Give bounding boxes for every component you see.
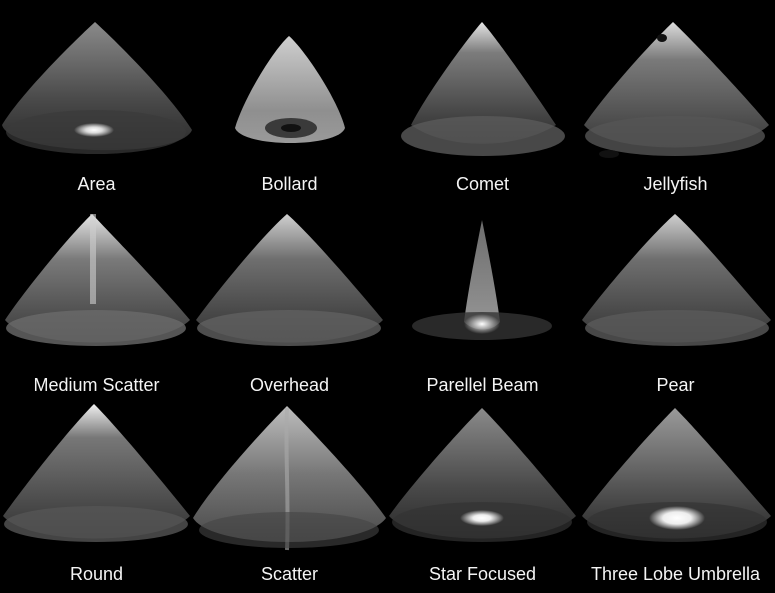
area-light-preview <box>2 22 192 154</box>
preset-label: Jellyfish <box>643 174 708 194</box>
pear-light-preview <box>582 214 771 346</box>
comet-light-preview <box>401 22 565 156</box>
preset-label: Scatter <box>260 564 319 584</box>
preset-label: Three Lobe Umbrella <box>590 564 761 584</box>
three-lobe-umbrella-light-preview <box>582 408 771 542</box>
preset-tile-bollard[interactable]: Bollard <box>193 0 386 200</box>
preset-tile-three-lobe-umbrella[interactable]: Three Lobe Umbrella <box>579 400 772 593</box>
preset-tile-star-focused[interactable]: Star Focused <box>386 400 579 593</box>
preset-tile-overhead[interactable]: Overhead <box>193 200 386 400</box>
preset-tile-area[interactable]: Area <box>0 0 193 200</box>
preset-label: Parellel Beam <box>426 375 539 395</box>
preset-tile-medium-scatter[interactable]: Medium Scatter <box>0 200 193 400</box>
preset-label: Comet <box>455 174 509 194</box>
jellyfish-light-preview <box>584 22 769 158</box>
preset-tile-scatter[interactable]: Scatter <box>193 400 386 593</box>
preset-label: Medium Scatter <box>33 375 160 395</box>
preset-label: Pear <box>656 375 695 395</box>
preset-label: Star Focused <box>428 564 537 584</box>
bollard-light-preview <box>235 36 345 143</box>
preset-label: Overhead <box>249 375 330 395</box>
scatter-light-preview <box>193 406 386 551</box>
preset-label: Area <box>77 174 116 194</box>
preset-tile-comet[interactable]: Comet <box>386 0 579 200</box>
parellel-beam-light-preview <box>412 220 552 340</box>
preset-tile-round[interactable]: Round <box>0 400 193 593</box>
overhead-light-preview <box>196 214 383 346</box>
medium-scatter-light-preview <box>5 214 190 346</box>
preset-tile-parellel-beam[interactable]: Parellel Beam <box>386 200 579 400</box>
preset-tile-pear[interactable]: Pear <box>579 200 772 400</box>
round-light-preview <box>3 404 190 542</box>
preset-label: Round <box>69 564 124 584</box>
star-focused-light-preview <box>389 408 576 542</box>
preset-tile-jellyfish[interactable]: Jellyfish <box>579 0 772 200</box>
preset-label: Bollard <box>261 174 318 194</box>
